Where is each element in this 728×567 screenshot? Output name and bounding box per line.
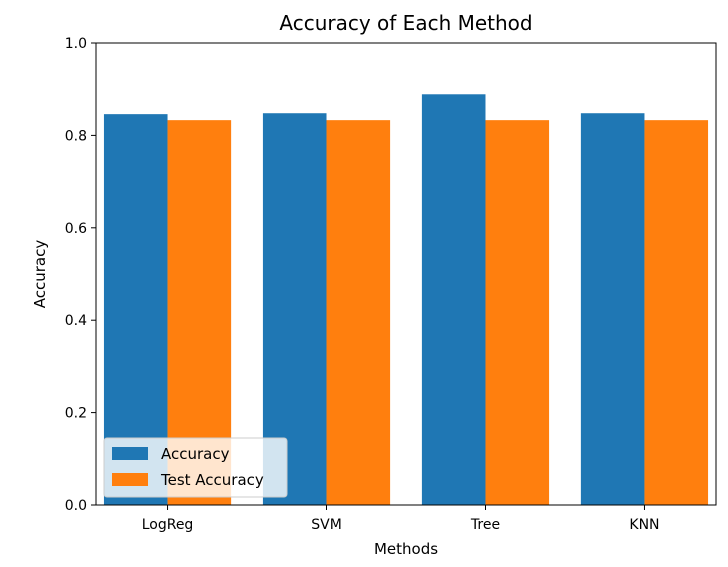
- legend-label-accuracy: Accuracy: [161, 445, 230, 463]
- x-tick-label-logreg: LogReg: [142, 517, 194, 533]
- legend-swatch-test-accuracy: [112, 473, 148, 486]
- x-tick-label-svm: SVM: [311, 517, 342, 533]
- legend-label-test-accuracy: Test Accuracy: [160, 471, 264, 489]
- y-tick-label: 0.8: [65, 128, 87, 144]
- x-axis: LogReg SVM Tree KNN: [142, 505, 660, 533]
- legend-box: [103, 437, 288, 498]
- bar-test-accuracy-tree: [485, 120, 550, 506]
- bar-test-accuracy-svm: [326, 120, 391, 506]
- bar-accuracy-tree: [421, 94, 486, 506]
- y-tick-label: 0.4: [65, 313, 87, 329]
- y-axis: 0.0 0.2 0.4 0.6 0.8 1.0: [65, 36, 96, 514]
- plot-frame: [95, 42, 717, 506]
- x-axis-label: Methods: [374, 540, 438, 558]
- bar-accuracy-knn: [580, 113, 645, 505]
- x-tick-label-tree: Tree: [470, 517, 500, 533]
- chart-title: Accuracy of Each Method: [279, 11, 532, 35]
- legend-swatch-accuracy: [112, 447, 148, 460]
- y-tick-label: 0.6: [65, 221, 87, 237]
- y-axis-label: Accuracy: [31, 240, 49, 309]
- bar-test-accuracy-knn: [644, 120, 709, 506]
- y-tick-label: 1.0: [65, 36, 87, 52]
- bars-group: [103, 94, 709, 506]
- x-tick-label-knn: KNN: [629, 517, 659, 533]
- y-tick-label: 0.0: [65, 498, 87, 514]
- y-tick-label: 0.2: [65, 406, 87, 422]
- legend: Accuracy Test Accuracy: [103, 437, 288, 498]
